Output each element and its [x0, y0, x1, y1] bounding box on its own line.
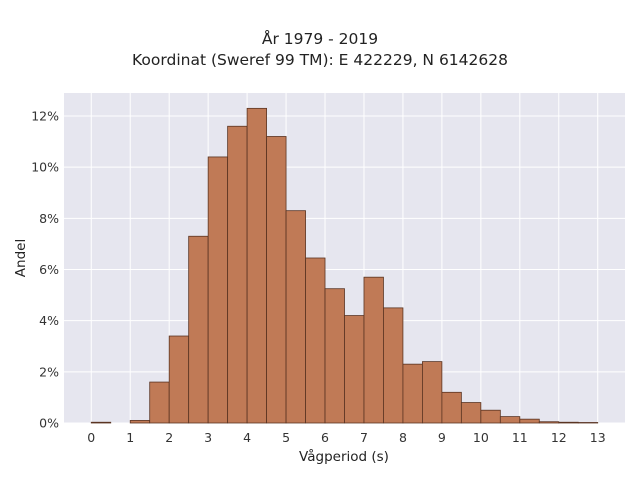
- histogram-bar: [344, 315, 365, 424]
- histogram-bar: [441, 391, 462, 424]
- histogram-bar: [402, 363, 423, 424]
- histogram-bar: [168, 335, 190, 424]
- x-tick-label: 4: [243, 430, 251, 445]
- x-tick-label: 12: [551, 430, 567, 445]
- x-tick-label: 10: [473, 430, 489, 445]
- histogram-bar: [480, 409, 501, 424]
- histogram-bar: [285, 210, 306, 424]
- x-tick-label: 1: [126, 430, 134, 445]
- chart-title: År 1979 - 2019: [261, 30, 379, 48]
- x-tick-label: 7: [360, 430, 368, 445]
- histogram-bar: [149, 381, 170, 424]
- histogram-bar: [90, 421, 112, 424]
- x-tick-label: 8: [399, 430, 407, 445]
- x-axis-label: Vågperiod (s): [299, 448, 389, 465]
- histogram-bar: [266, 136, 287, 424]
- histogram-bar: [188, 235, 209, 424]
- y-axis-label: Andel: [13, 239, 29, 277]
- histogram-bar: [324, 288, 345, 424]
- histogram-bar: [577, 422, 599, 424]
- x-tick-label: 11: [512, 430, 528, 445]
- y-tick-label: 6%: [39, 262, 59, 277]
- x-tick-label: 6: [321, 430, 329, 445]
- histogram-bar: [383, 307, 404, 424]
- x-tick-label: 13: [590, 430, 606, 445]
- histogram-bar: [305, 257, 326, 424]
- histogram-bar: [558, 421, 579, 424]
- y-tick-label: 8%: [39, 211, 59, 226]
- y-tick-label: 2%: [39, 364, 59, 379]
- x-tick-label: 0: [87, 430, 95, 445]
- histogram-bar: [246, 107, 267, 424]
- histogram-bar: [129, 420, 151, 424]
- histogram-bar: [499, 416, 521, 424]
- x-tick-label: 9: [438, 430, 446, 445]
- y-tick-label: 4%: [39, 313, 59, 328]
- x-tick-label: 5: [282, 430, 290, 445]
- histogram-bar: [460, 402, 482, 424]
- histogram-bar: [519, 418, 540, 424]
- chart-subtitle: Koordinat (Sweref 99 TM): E 422229, N 61…: [132, 51, 508, 69]
- x-tick-label: 2: [165, 430, 173, 445]
- histogram-bar: [207, 156, 229, 424]
- y-tick-label: 12%: [31, 109, 59, 124]
- histogram-bar: [422, 361, 443, 424]
- y-tick-label: 10%: [31, 160, 59, 175]
- histogram-bar: [363, 276, 384, 424]
- histogram-bar: [538, 421, 560, 424]
- x-tick-label: 3: [204, 430, 212, 445]
- histogram-bar: [227, 125, 248, 424]
- y-tick-label: 0%: [39, 416, 59, 431]
